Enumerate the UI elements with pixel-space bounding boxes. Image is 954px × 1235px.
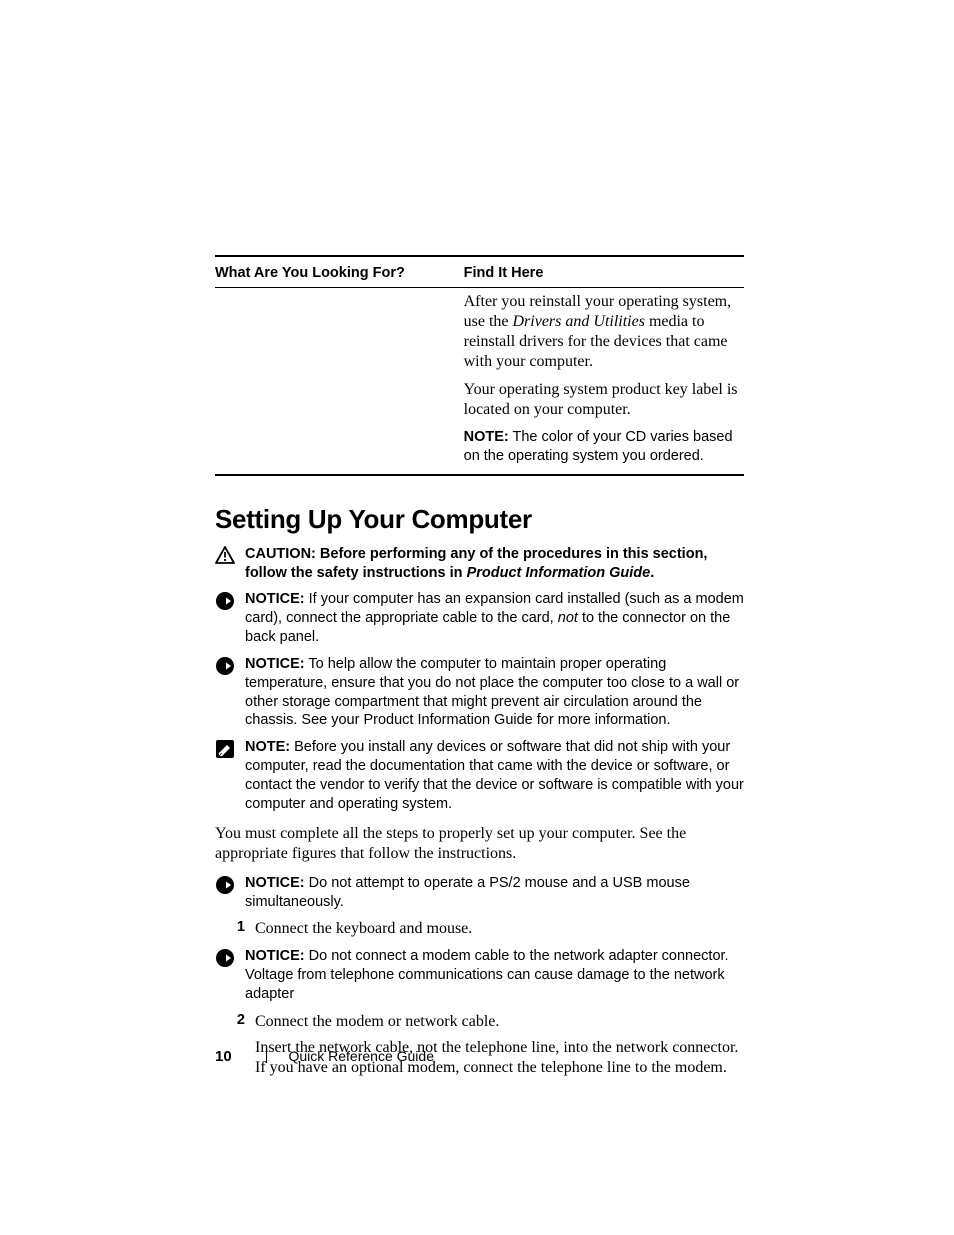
body-paragraph: You must complete all the steps to prope… xyxy=(215,824,744,864)
table-header-left: What Are You Looking For? xyxy=(215,256,464,288)
notice-icon xyxy=(215,875,235,895)
notice-label: NOTICE: xyxy=(245,591,305,607)
table-cell: After you reinstall your operating syste… xyxy=(464,288,744,377)
note-icon xyxy=(215,739,235,759)
note-block: NOTE: Before you install any devices or … xyxy=(215,738,744,813)
step-text: Connect the modem or network cable. xyxy=(255,1012,744,1032)
notice-block: NOTICE: Do not connect a modem cable to … xyxy=(215,947,744,1004)
table-row: After you reinstall your operating syste… xyxy=(215,288,744,377)
notice-icon xyxy=(215,591,235,611)
footer-separator xyxy=(266,1051,267,1063)
caution-text: CAUTION: Before performing any of the pr… xyxy=(245,545,744,583)
table-row: NOTE: The color of your CD varies based … xyxy=(215,424,744,475)
note-label: NOTE: xyxy=(245,739,290,755)
section-heading: Setting Up Your Computer xyxy=(215,504,744,535)
notice-label: NOTICE: xyxy=(245,948,305,964)
caution-block: CAUTION: Before performing any of the pr… xyxy=(215,545,744,583)
notice-text: NOTICE: To help allow the computer to ma… xyxy=(245,655,744,730)
footer-title: Quick Reference Guide xyxy=(288,1048,434,1064)
text: Before you install any devices or softwa… xyxy=(245,739,744,812)
step-text: Connect the keyboard and mouse. xyxy=(255,919,744,939)
notice-label: NOTICE: xyxy=(245,656,305,672)
text: Do not connect a modem cable to the netw… xyxy=(245,948,729,1002)
table-row: Your operating system product key label … xyxy=(215,376,744,424)
page-footer: 10 Quick Reference Guide xyxy=(215,1048,434,1065)
table-cell: NOTE: The color of your CD varies based … xyxy=(464,424,744,475)
notice-label: NOTICE: xyxy=(245,875,305,891)
step-item: 1 Connect the keyboard and mouse. xyxy=(215,919,744,939)
text: . xyxy=(650,565,654,581)
notice-icon xyxy=(215,656,235,676)
notice-text: NOTICE: Do not attempt to operate a PS/2… xyxy=(245,874,744,912)
page: What Are You Looking For? Find It Here A… xyxy=(0,0,954,1235)
notice-block: NOTICE: To help allow the computer to ma… xyxy=(215,655,744,730)
step-number: 1 xyxy=(215,919,255,935)
table-header-right: Find It Here xyxy=(464,256,744,288)
note-label: NOTE: xyxy=(464,429,509,445)
step-number: 2 xyxy=(215,1012,255,1028)
notice-text: NOTICE: If your computer has an expansio… xyxy=(245,590,744,647)
text: To help allow the computer to maintain p… xyxy=(245,656,739,729)
step-item: 2 Connect the modem or network cable. xyxy=(215,1012,744,1032)
notice-icon xyxy=(215,948,235,968)
text-italic: not xyxy=(558,610,582,626)
page-number: 10 xyxy=(215,1048,232,1065)
notice-text: NOTICE: Do not connect a modem cable to … xyxy=(245,947,744,1004)
text-italic: Drivers and Utilities xyxy=(513,313,645,330)
note-text: NOTE: Before you install any devices or … xyxy=(245,738,744,813)
caution-label: CAUTION: xyxy=(245,546,320,562)
caution-icon xyxy=(215,546,235,564)
notice-block: NOTICE: If your computer has an expansio… xyxy=(215,590,744,647)
reference-table: What Are You Looking For? Find It Here A… xyxy=(215,255,744,476)
table-cell: Your operating system product key label … xyxy=(464,376,744,424)
notice-block: NOTICE: Do not attempt to operate a PS/2… xyxy=(215,874,744,912)
text: Do not attempt to operate a PS/2 mouse a… xyxy=(245,875,690,910)
text-italic: Product Information Guide xyxy=(467,565,651,581)
